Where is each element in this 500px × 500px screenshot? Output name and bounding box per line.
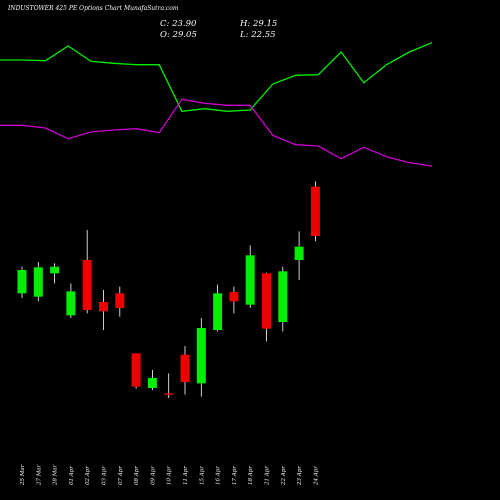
candle-body-up (245, 255, 255, 305)
candle (180, 346, 190, 395)
candle (310, 181, 320, 242)
upper-band-line (0, 42, 433, 112)
x-tick-label: 11 Apr (183, 466, 189, 485)
candle (278, 266, 288, 332)
x-tick-label: 27 Mar (36, 464, 42, 486)
candle-body-down (180, 354, 190, 382)
candle-body-up (196, 328, 206, 384)
candle (50, 263, 60, 284)
x-axis-ticks: 25 Mar 27 Mar 28 Mar 01 Apr 02 Apr 03 Apr 07 A… (20, 464, 319, 486)
x-tick-label: 25 Mar (20, 464, 26, 486)
x-tick-label: 10 Apr (167, 466, 173, 485)
candles (17, 181, 320, 398)
x-tick-label: 08 Apr (134, 466, 140, 485)
candle (196, 318, 206, 397)
x-tick-label: 03 Apr (102, 466, 108, 485)
x-tick-label: 09 Apr (150, 466, 156, 485)
lower-band-line (0, 98, 433, 167)
candle (262, 272, 271, 342)
candle (131, 353, 141, 389)
candle (229, 286, 239, 314)
candle-body-down (115, 293, 125, 308)
candle-body-down (131, 353, 141, 387)
x-tick-label: 01 Apr (69, 466, 75, 485)
x-tick-label: 28 Mar (53, 464, 59, 486)
x-tick-label: 24 Apr (313, 466, 319, 486)
candle-body-up (213, 293, 223, 330)
x-tick-label: 15 Apr (199, 466, 205, 485)
candle (66, 283, 76, 318)
indicator-bands (0, 42, 433, 167)
high-value: H: 29.15 (240, 19, 278, 29)
x-tick-label: 07 Apr (118, 466, 124, 485)
candle (213, 284, 223, 332)
candle-body-down (262, 273, 271, 329)
candle (99, 290, 108, 330)
low-value: L: 22.55 (240, 30, 276, 40)
candle (294, 231, 304, 280)
candle-body-down (82, 260, 92, 310)
candle-body-up (17, 270, 27, 294)
x-tick-label: 18 Apr (248, 466, 254, 485)
candle-body-up (50, 266, 60, 274)
candle (17, 266, 27, 298)
x-tick-label: 17 Apr (232, 466, 238, 485)
candle-body-down (164, 393, 174, 395)
candle-body-down (99, 302, 108, 312)
candle (245, 245, 255, 308)
candle (147, 370, 157, 390)
x-tick-label: 22 Apr (281, 466, 287, 486)
x-tick-label: 23 Apr (297, 466, 303, 486)
candle-body-up (33, 267, 43, 297)
candle-body-up (294, 246, 304, 260)
candle (33, 262, 43, 302)
candle (115, 286, 125, 317)
candle (82, 230, 92, 314)
candle-body-up (147, 378, 157, 388)
x-tick-label: 16 Apr (216, 466, 222, 485)
candle-body-down (310, 186, 320, 236)
chart-title: INDUSTOWER 425 PE Options Chart MunafaSu… (8, 5, 179, 12)
candle-body-down (229, 292, 239, 302)
close-value: C: 23.90 (160, 19, 197, 29)
open-value: O: 29.05 (160, 30, 197, 40)
x-tick-label: 02 Apr (85, 466, 91, 485)
x-tick-label: 21 Apr (265, 466, 271, 486)
candle-body-up (66, 291, 76, 316)
candle (164, 373, 174, 398)
candle-body-up (278, 271, 288, 322)
